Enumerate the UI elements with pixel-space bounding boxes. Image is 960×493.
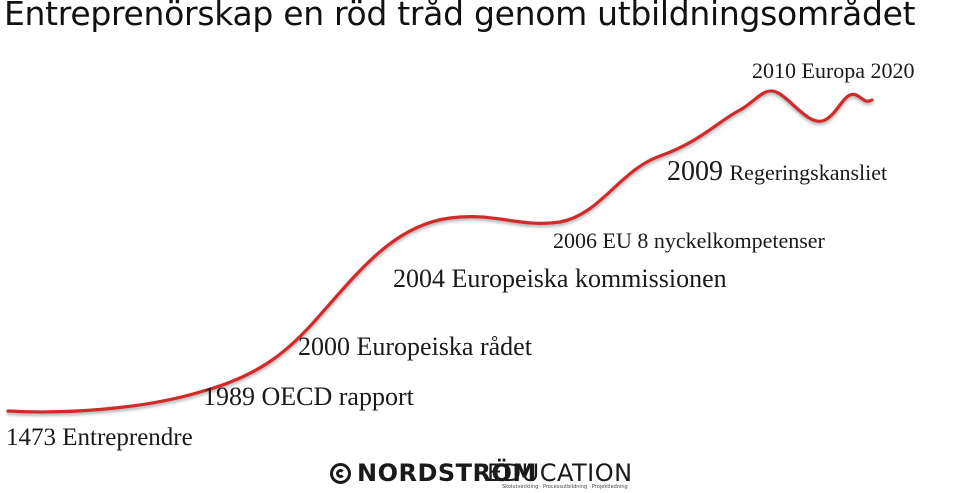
milestone-2004: 2004 Europeiska kommissionen [393, 264, 727, 293]
milestone-2010: 2010 Europa 2020 [752, 58, 915, 83]
milestone-1989: 1989 OECD rapport [203, 382, 414, 411]
logo-brand: NORDSTRÖM [357, 459, 537, 487]
copyright-icon [330, 463, 351, 484]
milestone-2006: 2006 EU 8 nyckelkompetenser [553, 228, 825, 253]
milestone-2009-text: Regeringskansliet [729, 160, 888, 185]
logo-suffix: EDUCATION [487, 459, 633, 487]
milestone-1473: 1473 Entreprendre [6, 424, 193, 451]
milestone-2000: 2000 Europeiska rådet [298, 332, 532, 361]
milestone-2009: 2009 Regeringskansliet [667, 156, 887, 188]
milestone-2009-year: 2009 [667, 156, 723, 187]
red-thread-line [6, 89, 874, 414]
diagram-title: Entreprenörskap en röd tråd genom utbild… [4, 0, 916, 33]
logo-tagline: Skolutveckling · Processutbildning · Pro… [502, 484, 628, 490]
